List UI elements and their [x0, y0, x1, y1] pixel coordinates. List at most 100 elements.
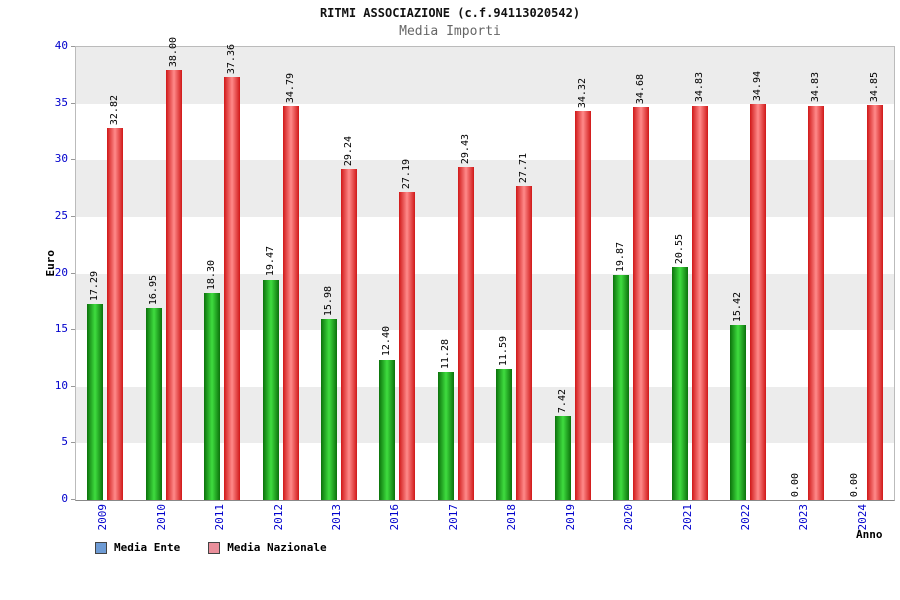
bar-value-label: 12.40: [381, 326, 393, 357]
grid-band: [76, 273, 894, 331]
bar-media-ente: [613, 274, 630, 500]
bar-media-ente: [671, 267, 688, 500]
bar-media-ente: [145, 308, 162, 500]
x-tick-label-year: 2010: [154, 504, 168, 531]
bar-media-nazionale: [340, 168, 357, 500]
y-tick-label: 20: [54, 265, 68, 279]
bar-media-nazionale: [457, 166, 474, 500]
bar-value-label: 34.32: [576, 78, 588, 109]
bar-value-label: 17.29: [89, 271, 101, 302]
y-tick-mark: [71, 46, 75, 47]
y-tick-label: 35: [54, 95, 68, 109]
y-tick-mark: [71, 499, 75, 500]
legend-label-media-nazionale: Media Nazionale: [227, 541, 327, 554]
bar-media-nazionale: [282, 106, 299, 500]
x-tick-label-year: 2020: [622, 504, 636, 531]
x-axis-title: Anno: [856, 528, 883, 541]
chart-subtitle: Media Importi: [399, 24, 501, 39]
bar-value-label: 38.00: [167, 36, 179, 67]
x-tick-label-year: 2009: [96, 504, 110, 531]
bar-media-nazionale: [107, 128, 124, 500]
legend-item-media-nazionale: Media Nazionale: [208, 541, 327, 554]
bar-media-nazionale: [516, 186, 533, 500]
x-tick-label-year: 2023: [797, 504, 811, 531]
legend-item-media-ente: Media Ente: [95, 541, 180, 554]
bar-value-label: 0.00: [848, 472, 860, 497]
grid-band: [76, 443, 894, 500]
bar-value-label: 34.94: [751, 71, 763, 102]
bar-media-ente: [554, 415, 571, 500]
y-tick-mark: [71, 272, 75, 274]
legend: Media Ente Media Nazionale: [95, 541, 327, 554]
bar-value-label: 0.00: [790, 472, 802, 497]
bar-media-nazionale: [224, 76, 241, 500]
y-tick-mark: [71, 442, 75, 444]
bar-media-nazionale: [691, 105, 708, 500]
legend-label-media-ente: Media Ente: [114, 541, 181, 554]
bar-media-nazionale: [399, 192, 416, 500]
grid-band: [76, 103, 894, 161]
y-tick-label: 25: [54, 208, 68, 222]
bar-value-label: 18.30: [206, 259, 218, 290]
bar-media-nazionale: [808, 105, 825, 500]
y-tick-label: 30: [54, 152, 68, 166]
bar-value-label: 27.71: [518, 153, 530, 184]
grid-band: [76, 386, 894, 444]
x-tick-label-year: 2012: [271, 504, 285, 531]
y-tick-label: 10: [54, 378, 68, 392]
bar-value-label: 29.43: [459, 133, 471, 164]
bar-media-ente: [262, 279, 279, 500]
bar-media-nazionale: [165, 69, 182, 500]
bar-value-label: 27.19: [401, 158, 413, 190]
y-tick-mark: [71, 159, 75, 161]
y-tick-mark: [71, 329, 75, 331]
bar-value-label: 34.83: [693, 72, 705, 103]
bar-value-label: 15.42: [731, 292, 743, 323]
bar-value-label: 34.79: [284, 72, 296, 104]
bar-value-label: 16.95: [147, 274, 159, 306]
bar-media-ente: [437, 372, 454, 500]
bar-value-label: 19.87: [615, 241, 627, 272]
bar-media-ente: [87, 304, 104, 500]
bar-value-label: 37.36: [226, 43, 238, 74]
legend-swatch-media-nazionale: [208, 541, 221, 554]
x-tick-label-year: 2024: [855, 504, 869, 531]
bar-media-ente: [729, 325, 746, 500]
bar-value-label: 20.55: [673, 234, 685, 265]
bar-value-label: 7.42: [556, 388, 568, 413]
y-tick-label: 15: [54, 322, 68, 336]
grid-band: [76, 47, 894, 104]
bar-media-ente: [320, 319, 337, 500]
x-tick-label-year: 2016: [388, 504, 402, 531]
bar-media-ente: [496, 368, 513, 500]
x-tick-label-year: 2019: [563, 504, 577, 531]
grid-band: [76, 160, 894, 217]
bar-media-nazionale: [633, 107, 650, 500]
bar-value-label: 34.68: [635, 74, 647, 105]
bar-value-label: 34.85: [868, 72, 880, 103]
legend-swatch-media-ente: [95, 541, 107, 554]
x-tick-label-year: 2018: [505, 504, 519, 531]
y-tick-label: 40: [54, 39, 68, 52]
grid-band: [76, 330, 894, 387]
x-tick-label-year: 2013: [329, 504, 343, 531]
grid-band: [76, 216, 894, 274]
bar-media-nazionale: [574, 111, 591, 500]
bar-media-ente: [204, 292, 221, 500]
y-tick-mark: [71, 215, 75, 217]
y-tick-label: 5: [61, 435, 68, 449]
bar-value-label: 19.47: [264, 246, 276, 277]
bar-value-label: 34.83: [810, 72, 822, 103]
bar-value-label: 32.82: [109, 95, 121, 126]
bar-media-nazionale: [749, 104, 766, 500]
x-tick-label-year: 2017: [446, 504, 460, 531]
y-tick-label: 0: [61, 492, 68, 505]
bar-value-label: 29.24: [342, 135, 354, 166]
x-tick-label-year: 2022: [738, 504, 752, 531]
y-tick-mark: [71, 385, 75, 387]
x-tick-label-year: 2011: [213, 504, 227, 531]
chart-title: RITMI ASSOCIAZIONE (c.f.94113020542): [319, 6, 581, 20]
bar-value-label: 15.98: [322, 285, 334, 317]
x-tick-label-year: 2021: [680, 504, 694, 531]
